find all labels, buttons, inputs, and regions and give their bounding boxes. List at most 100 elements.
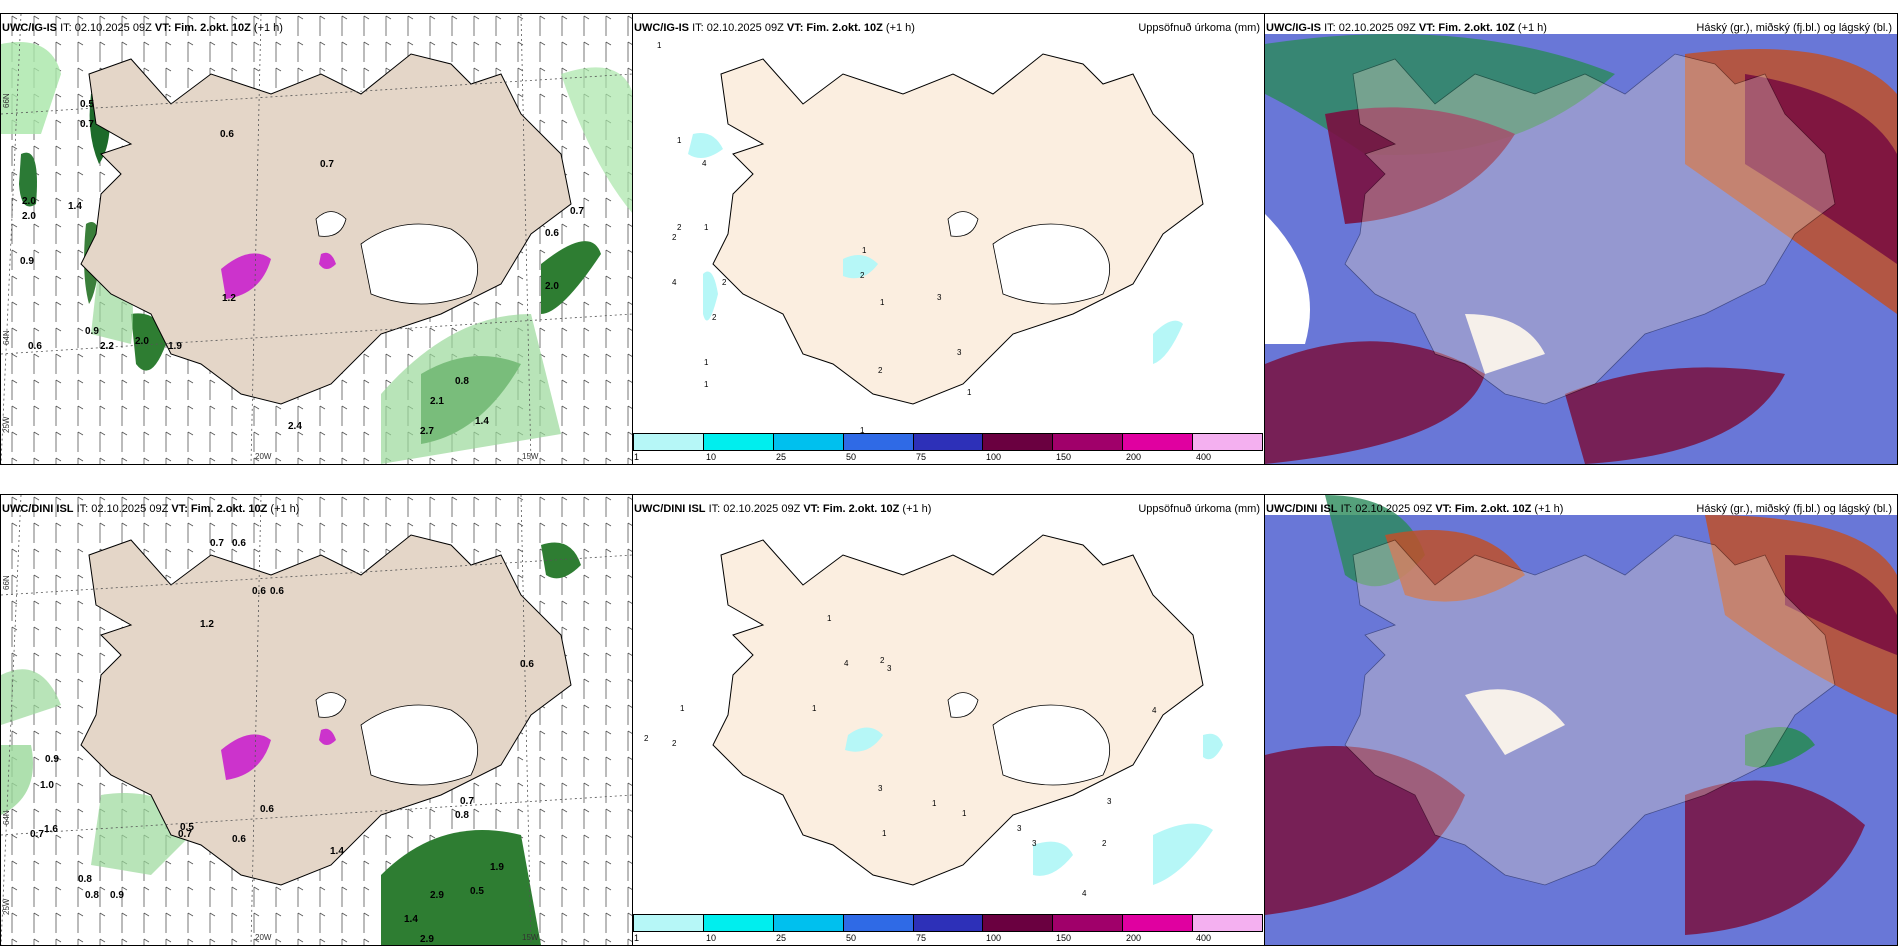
map-cloud-ig (1265, 14, 1897, 464)
map-value-label: 4 (1152, 706, 1157, 715)
map-value-label: 2 (644, 734, 649, 743)
map-value-label: 1.6 (44, 824, 58, 835)
lon-label-20: 20W (255, 452, 272, 461)
precip-title-top: Uppsöfnuð úrkoma (mm) (1138, 22, 1260, 34)
colorbar-tick-label: 1 (634, 452, 640, 462)
colorbar-bot (633, 914, 1263, 932)
map-value-label: 1 (932, 799, 937, 808)
colorbar-segment (703, 434, 774, 450)
map-value-label: 0.6 (260, 804, 274, 815)
colorbar-tick-label: 50 (846, 452, 857, 462)
colorbar-segment (1053, 915, 1124, 931)
colorbar-segment (843, 434, 914, 450)
header-precip-dini: UWC/DINI ISL IT: 02.10.2025 09Z VT: Fim.… (634, 503, 932, 515)
map-value-label: 0.6 (220, 129, 234, 140)
colorbar-segment (1193, 915, 1263, 931)
colorbar-tick-label: 400 (1196, 933, 1212, 943)
lon-label-15-bot: 15W (522, 933, 539, 942)
map-value-label: 0.7 (210, 538, 224, 549)
map-value-label: 0.7 (570, 206, 584, 217)
map-value-label: 2.7 (420, 426, 434, 437)
colorbar-segment (913, 915, 984, 931)
cloud-title-top: Háský (gr.), miðský (fj.bl.) og lágský (… (1696, 22, 1892, 34)
map-value-label: 2 (1102, 839, 1107, 848)
header-precip-ig: UWC/IG-IS IT: 02.10.2025 09Z VT: Fim. 2.… (634, 22, 915, 34)
map-value-label: 2 (878, 366, 883, 375)
colorbar-tick-label: 1 (634, 933, 640, 943)
map-value-label: 0.7 (320, 159, 334, 170)
panel-precip-ig (632, 13, 1266, 465)
colorbar-segment (773, 915, 844, 931)
colorbar-tick-label: 25 (776, 452, 787, 462)
colorbar-segment (773, 434, 844, 450)
map-value-label: 0.8 (455, 376, 469, 387)
map-value-label: 0.9 (45, 754, 59, 765)
map-value-label: 1.4 (330, 846, 344, 857)
map-value-label: 0.8 (455, 810, 469, 821)
map-value-label: 0.9 (110, 890, 124, 901)
map-value-label: 1 (657, 41, 662, 50)
map-value-label: 2.0 (22, 211, 36, 222)
colorbar-segment (703, 915, 774, 931)
map-value-label: 2.9 (420, 934, 434, 945)
map-value-label: 0.6 (252, 586, 266, 597)
lat-label-66-bot: 66N (2, 575, 11, 590)
map-value-label: 0.6 (28, 341, 42, 352)
lon-label-20-bot: 20W (255, 933, 272, 942)
map-value-label: 0.9 (20, 256, 34, 267)
map-value-label: 0.7 (460, 796, 474, 807)
map-value-label: 2.4 (288, 421, 302, 432)
map-cloud-dini (1265, 495, 1897, 945)
map-value-label: 1.9 (490, 862, 504, 873)
map-value-label: 1 (962, 809, 967, 818)
map-value-label: 3 (1032, 839, 1037, 848)
colorbar-tick-label: 100 (986, 452, 1002, 462)
map-value-label: 1.2 (200, 619, 214, 630)
colorbar-tick-label: 200 (1126, 452, 1142, 462)
lat-label-64-bot: 64N (2, 810, 11, 825)
map-value-label: 4 (702, 159, 707, 168)
colorbar-tick-label: 150 (1056, 452, 1072, 462)
precip-title-bot: Uppsöfnuð úrkoma (mm) (1138, 503, 1260, 515)
colorbar-tick-label: 100 (986, 933, 1002, 943)
map-value-label: 2.0 (22, 196, 36, 207)
lon-label-25: 25W (2, 416, 11, 433)
map-precip-ig (688, 53, 1204, 405)
map-value-label: 0.7 (30, 829, 44, 840)
colorbar-segment (1193, 434, 1263, 450)
panel-wind-dini (0, 494, 634, 946)
map-value-label: 1 (862, 246, 867, 255)
map-value-label: 2.9 (430, 890, 444, 901)
colorbar-tick-label: 150 (1056, 933, 1072, 943)
colorbar-tick-label: 75 (916, 452, 927, 462)
map-value-label: 0.9 (85, 326, 99, 337)
map-value-label: 4 (1082, 889, 1087, 898)
map-value-label: 1 (704, 380, 709, 389)
map-value-label: 1 (967, 388, 972, 397)
map-value-label: 2 (712, 313, 717, 322)
colorbar-tick-label: 10 (706, 452, 717, 462)
header-wind-ig: UWC/IG-IS IT: 02.10.2025 09Z VT: Fim. 2.… (2, 22, 283, 34)
panel-cloud-ig (1264, 13, 1898, 465)
colorbar-segment (634, 915, 704, 931)
map-value-label: 0.6 (545, 228, 559, 239)
map-value-label: 2.0 (545, 281, 559, 292)
lon-label-25-bot: 25W (2, 898, 11, 915)
colorbar-segment (913, 434, 984, 450)
map-value-label: 4 (844, 659, 849, 668)
map-wind-dini (1, 495, 633, 945)
map-value-label: 4 (672, 278, 677, 287)
map-value-label: 0.7 (80, 119, 94, 130)
colorbar-tick-label: 400 (1196, 452, 1212, 462)
map-value-label: 2.2 (100, 341, 114, 352)
colorbar-tick-label: 10 (706, 933, 717, 943)
header-cloud-ig: UWC/IG-IS IT: 02.10.2025 09Z VT: Fim. 2.… (1266, 22, 1547, 34)
panel-precip-dini (632, 494, 1266, 946)
map-value-label: 1.4 (68, 201, 82, 212)
colorbar-segment (634, 434, 704, 450)
map-value-label: 1.2 (222, 293, 236, 304)
lat-label-66: 66N (2, 93, 11, 108)
colorbar-segment (843, 915, 914, 931)
map-wind-ig (1, 14, 633, 464)
map-value-label: 2 (880, 656, 885, 665)
